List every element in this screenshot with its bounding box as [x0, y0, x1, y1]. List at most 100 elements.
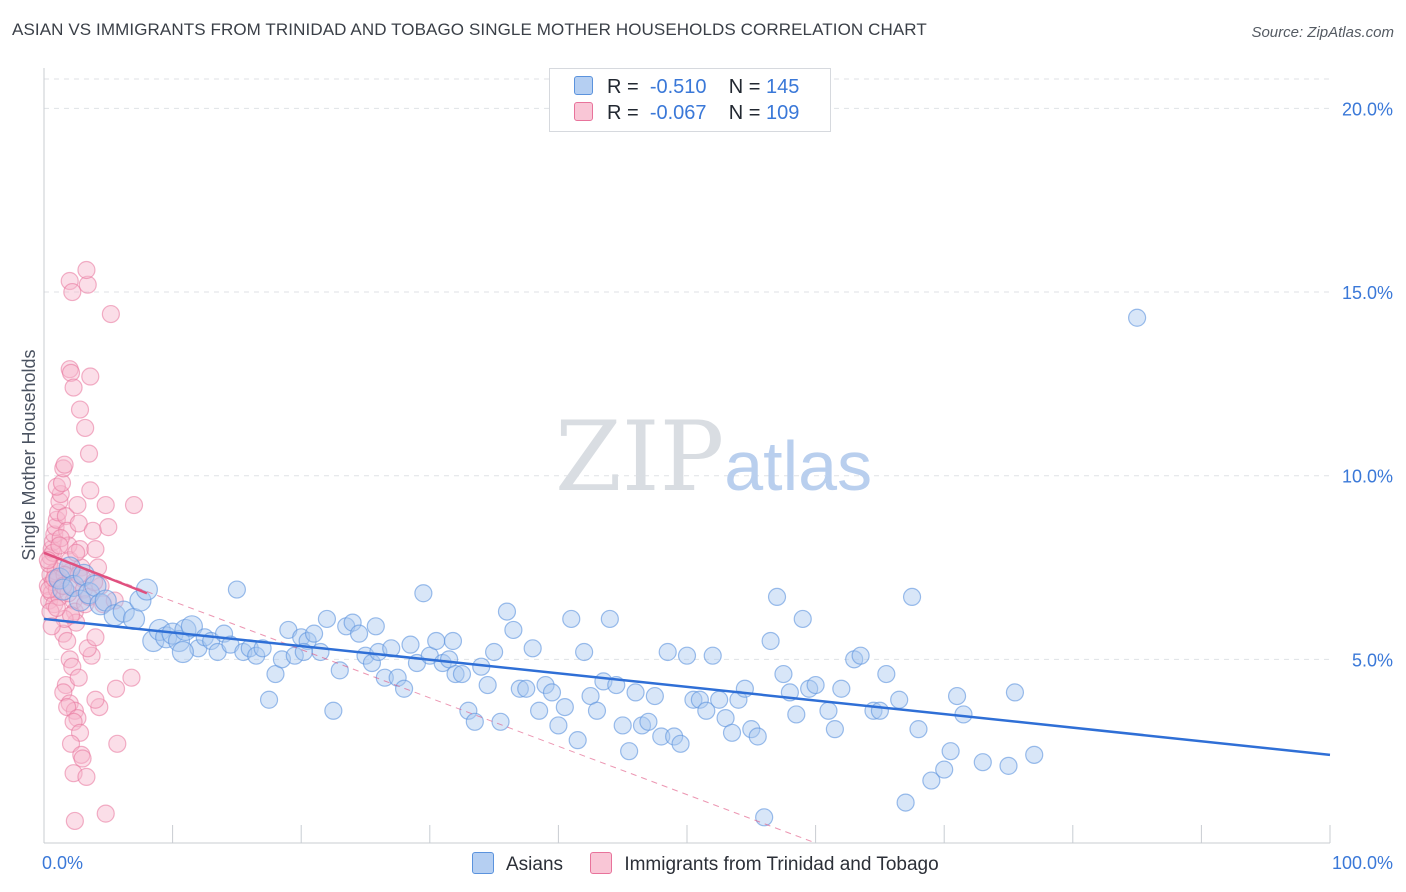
- trinidad-point: [81, 481, 100, 500]
- asian-point: [973, 753, 992, 772]
- asian-point: [677, 646, 697, 665]
- asian-point: [626, 683, 645, 702]
- trinidad-point: [73, 749, 92, 768]
- trinidad-point: [65, 811, 84, 831]
- asian-point: [366, 617, 385, 636]
- asian-point: [324, 701, 343, 720]
- asian-point: [896, 793, 915, 812]
- trinidad-point: [79, 444, 99, 463]
- asian-point: [247, 646, 266, 665]
- asian-point: [748, 727, 767, 746]
- asian-point: [530, 701, 549, 720]
- trinidad-point: [83, 521, 102, 540]
- trinidad-trend-line: [43, 551, 148, 595]
- asian-point: [523, 639, 542, 658]
- watermark-zip: ZIP: [555, 401, 724, 513]
- asian-point: [742, 720, 761, 739]
- trinidad-point: [47, 598, 66, 618]
- asian-point: [710, 690, 729, 709]
- asian-point: [922, 771, 941, 790]
- legend-r-label: R =: [607, 102, 639, 124]
- asian-point: [941, 742, 960, 761]
- trinidad-point: [51, 529, 70, 548]
- trinidad-point: [63, 657, 82, 676]
- asian-point: [767, 587, 787, 607]
- asian-point: [819, 701, 838, 720]
- asian-point: [562, 609, 581, 629]
- asian-point: [401, 635, 420, 654]
- grid-lines: [44, 78, 1330, 660]
- legend-label-trinidad: Immigrants from Trinidad and Tobago: [624, 854, 939, 875]
- series-trinidad: [38, 260, 144, 831]
- asian-point: [652, 727, 671, 746]
- asian-point: [870, 701, 890, 720]
- legend-label-asians: Asians: [506, 854, 564, 875]
- asian-point: [806, 675, 825, 695]
- asian-point: [253, 639, 272, 658]
- asian-point: [171, 640, 194, 664]
- trinidad-point: [52, 473, 72, 493]
- asian-point: [446, 664, 465, 684]
- trinidad-point: [77, 260, 96, 280]
- trinidad-point: [42, 617, 61, 636]
- asian-point: [465, 712, 484, 731]
- asian-point: [510, 679, 529, 698]
- trinidad-point: [61, 363, 81, 382]
- trinidad-point: [96, 495, 115, 515]
- asian-point: [555, 697, 574, 717]
- asian-point: [658, 642, 677, 662]
- x-tick-label: 0.0%: [42, 853, 83, 873]
- asian-point: [665, 727, 684, 746]
- trinidad-point: [54, 683, 73, 702]
- asian-point: [851, 646, 870, 665]
- asian-point: [227, 580, 246, 599]
- legend-r-value: -0.067: [649, 102, 707, 124]
- trinidad-point: [64, 712, 83, 731]
- trinidad-point: [96, 804, 115, 823]
- asian-point: [459, 701, 478, 720]
- asian-point: [902, 587, 922, 607]
- trinidad-point: [68, 495, 87, 515]
- chart-title: ASIAN VS IMMIGRANTS FROM TRINIDAD AND TO…: [12, 20, 927, 39]
- trinidad-point: [50, 536, 69, 555]
- y-tick-label: 5.0%: [1352, 650, 1393, 670]
- asian-point: [485, 642, 504, 662]
- asian-point: [1005, 683, 1025, 702]
- asian-point: [645, 686, 664, 706]
- asian-point: [443, 631, 463, 651]
- stats-legend: R = -0.510 N = 145 R = -0.067 N = 109: [549, 68, 831, 132]
- legend-row-trinidad: R = -0.067 N = 109: [574, 102, 799, 126]
- asian-point: [774, 664, 793, 684]
- asian-point: [690, 690, 709, 709]
- trinidad-point: [86, 540, 105, 559]
- asian-point: [1025, 745, 1044, 764]
- asian-point: [304, 624, 324, 643]
- trinidad-point: [81, 367, 100, 386]
- asian-point: [825, 720, 844, 739]
- asian-point: [909, 720, 928, 739]
- asian-point: [703, 646, 722, 665]
- asian-point: [1127, 308, 1147, 327]
- asian-point: [935, 760, 954, 779]
- trinidad-point: [108, 734, 127, 753]
- legend-n-value: 109: [766, 102, 800, 124]
- asian-point: [349, 624, 369, 643]
- asian-point: [317, 609, 337, 629]
- trinidad-point: [69, 514, 88, 533]
- legend-n-label: N =: [728, 76, 761, 98]
- asian-point: [722, 723, 742, 742]
- asian-point: [549, 716, 568, 735]
- asian-point: [568, 731, 587, 750]
- trinidad-point: [78, 275, 97, 294]
- asian-point: [311, 642, 330, 662]
- trinidad-point: [63, 282, 82, 302]
- asian-swatch: [574, 76, 593, 95]
- trinidad-point: [106, 679, 126, 698]
- trinidad-point: [124, 495, 144, 515]
- trinidad-point: [76, 418, 95, 438]
- asian-point: [684, 690, 703, 709]
- series-legend: Asians Immigrants from Trinidad and Toba…: [472, 852, 961, 876]
- axes: [43, 68, 1331, 844]
- asian-point: [890, 690, 909, 709]
